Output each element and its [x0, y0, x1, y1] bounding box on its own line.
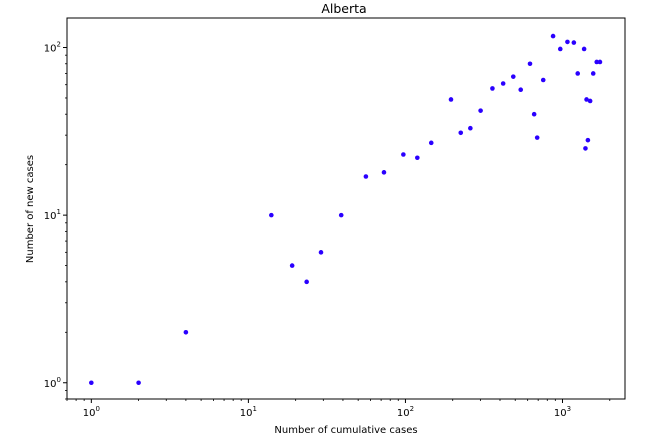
data-point [527, 61, 533, 67]
data-point [583, 146, 588, 151]
data-point [571, 40, 577, 45]
data-point [338, 212, 344, 218]
data-point [363, 174, 369, 179]
data-point [401, 152, 406, 157]
data-point [428, 140, 434, 146]
plot-frame [66, 17, 626, 400]
x-axis-label: Number of cumulative cases [274, 425, 417, 436]
y-tick-label: 101 [44, 208, 61, 222]
data-point [318, 250, 324, 255]
data-point [304, 279, 309, 285]
data-point [136, 380, 141, 386]
data-point [183, 329, 189, 335]
data-point [585, 137, 591, 143]
x-tick-label: 103 [554, 405, 571, 419]
x-ticks: 100 101 102 103 [66, 399, 611, 419]
points-layer [89, 33, 603, 386]
data-point [597, 59, 603, 65]
data-point [584, 97, 589, 102]
data-point [540, 77, 546, 83]
data-point [518, 87, 524, 93]
x-tick-label: 100 [83, 405, 100, 419]
data-point [448, 97, 454, 102]
data-point [565, 39, 570, 45]
data-point [557, 46, 563, 52]
y-axis-label: Number of new cases [25, 155, 36, 263]
data-point [587, 98, 593, 104]
x-tick-label: 102 [397, 405, 414, 419]
data-point [289, 263, 295, 268]
data-point [458, 130, 464, 136]
data-point [468, 125, 473, 131]
data-point [550, 33, 556, 39]
data-point [89, 380, 94, 386]
y-tick-label: 102 [44, 41, 61, 55]
y-ticks: 100 101 102 [44, 41, 67, 400]
data-point [381, 170, 387, 175]
data-point [510, 74, 516, 79]
x-tick-label: 101 [240, 405, 257, 419]
data-point [531, 111, 537, 117]
data-point [269, 212, 274, 218]
data-point [415, 155, 420, 161]
data-point [590, 71, 596, 76]
chart-title: Alberta [321, 1, 366, 16]
data-point [594, 59, 599, 65]
data-point [581, 46, 587, 52]
data-point [534, 135, 540, 140]
data-point [500, 81, 506, 86]
data-point [478, 108, 483, 113]
data-point [490, 86, 495, 91]
data-point [575, 71, 581, 76]
y-tick-label: 100 [44, 376, 61, 390]
